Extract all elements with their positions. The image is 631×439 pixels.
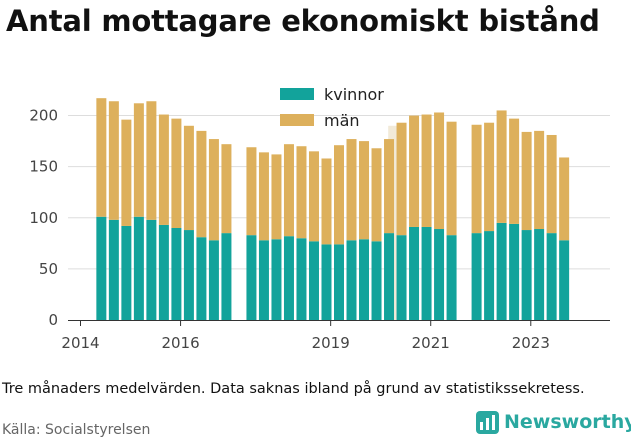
stacked-bar-chart: 0 50 100 150 200 2014 2016 2019 2021 2023 kvinno… [29,85,610,352]
bar-kvinnor [409,226,420,320]
x-tick-label: 2023 [512,334,550,352]
bar-kvinnor [121,225,132,320]
bar-man [96,98,107,217]
bar-kvinnor [546,233,557,320]
bar-man [271,154,282,240]
bar-man [321,158,332,245]
bar-kvinnor [196,237,207,320]
bar-man [559,157,570,241]
bar-man [146,101,157,220]
bar-man [121,119,132,226]
bars-layer [96,98,570,320]
bar-kvinnor [158,224,169,320]
bar-man [396,122,407,236]
bar-man [183,125,194,231]
bar-kvinnor [258,240,269,320]
bar-man [208,139,219,241]
bar-kvinnor [308,241,319,320]
bar-kvinnor [321,244,332,320]
x-tick-label: 2019 [312,334,350,352]
y-tick-label: 0 [48,311,58,329]
bar-man [484,122,495,232]
bar-kvinnor [384,233,395,320]
bar-kvinnor [521,230,532,320]
brand-name: Newsworthy [504,411,631,433]
bar-kvinnor [396,235,407,320]
bar-man [384,139,395,234]
bar-man [359,141,370,240]
bar-kvinnor [208,240,219,320]
bar-kvinnor [496,222,507,320]
y-tick-label: 50 [39,260,58,278]
bar-man [509,118,520,224]
bar-man [471,124,482,234]
chart-title: Antal mottagare ekonomiskt bistånd [6,4,600,38]
bar-kvinnor [171,228,182,320]
bar-kvinnor [346,240,357,320]
bar-kvinnor [334,244,344,320]
bar-man [521,131,532,231]
bar-man [133,103,144,217]
bar-man [283,144,294,237]
x-tick-label: 2014 [61,334,99,352]
bar-kvinnor [108,219,119,320]
bar-kvinnor [296,238,307,320]
bar-kvinnor [421,226,432,320]
bar-man [334,145,344,245]
bar-man [534,130,545,230]
bar-kvinnor [484,231,495,320]
bar-man [409,115,420,227]
bar-kvinnor [471,233,482,320]
y-axis-ticks: 0 50 100 150 200 [29,107,58,329]
newsworthy-logo-icon [476,410,499,434]
legend-label: män [324,111,360,130]
x-axis [68,320,610,326]
legend: kvinnor män [280,85,384,130]
y-tick-label: 200 [29,107,58,125]
bar-kvinnor [183,230,194,320]
bar-kvinnor [221,233,232,320]
bar-man [308,151,319,242]
bar-man [421,114,432,227]
bar-kvinnor [434,229,445,320]
bar-man [221,144,232,234]
y-tick-label: 150 [29,158,58,176]
bar-man [246,147,257,236]
legend-swatch [280,88,314,100]
bar-man [434,112,445,230]
legend-swatch [280,114,314,126]
bar-kvinnor [359,239,370,320]
bar-man [546,134,557,234]
bar-kvinnor [509,223,520,320]
bar-man [296,146,307,239]
source-credit: Källa: Socialstyrelsen [2,422,151,438]
legend-label: kvinnor [324,85,384,104]
bar-man [346,139,357,241]
bar-kvinnor [371,241,382,320]
x-tick-label: 2016 [161,334,199,352]
bar-kvinnor [96,216,107,320]
footnote: Tre månaders medelvärden. Data saknas ib… [2,381,585,397]
bar-kvinnor [271,239,282,320]
bar-kvinnor [133,216,144,320]
newsworthy-logo[interactable]: Newsworthy [476,409,631,435]
bar-kvinnor [283,236,294,320]
bar-man [196,130,207,238]
bar-man [496,110,507,223]
bar-kvinnor [534,229,545,320]
bar-kvinnor [146,219,157,320]
y-tick-label: 100 [29,209,58,227]
bar-man [158,114,169,225]
bar-man [446,121,457,236]
bar-kvinnor [446,235,457,320]
bar-kvinnor [246,235,257,320]
bar-man [171,118,182,228]
bar-man [371,148,382,242]
x-tick-label: 2021 [412,334,450,352]
bar-man [108,101,119,220]
bar-kvinnor [559,240,570,320]
bar-man [258,152,269,241]
x-axis-ticks: 2014 2016 2019 2021 2023 [61,334,549,352]
